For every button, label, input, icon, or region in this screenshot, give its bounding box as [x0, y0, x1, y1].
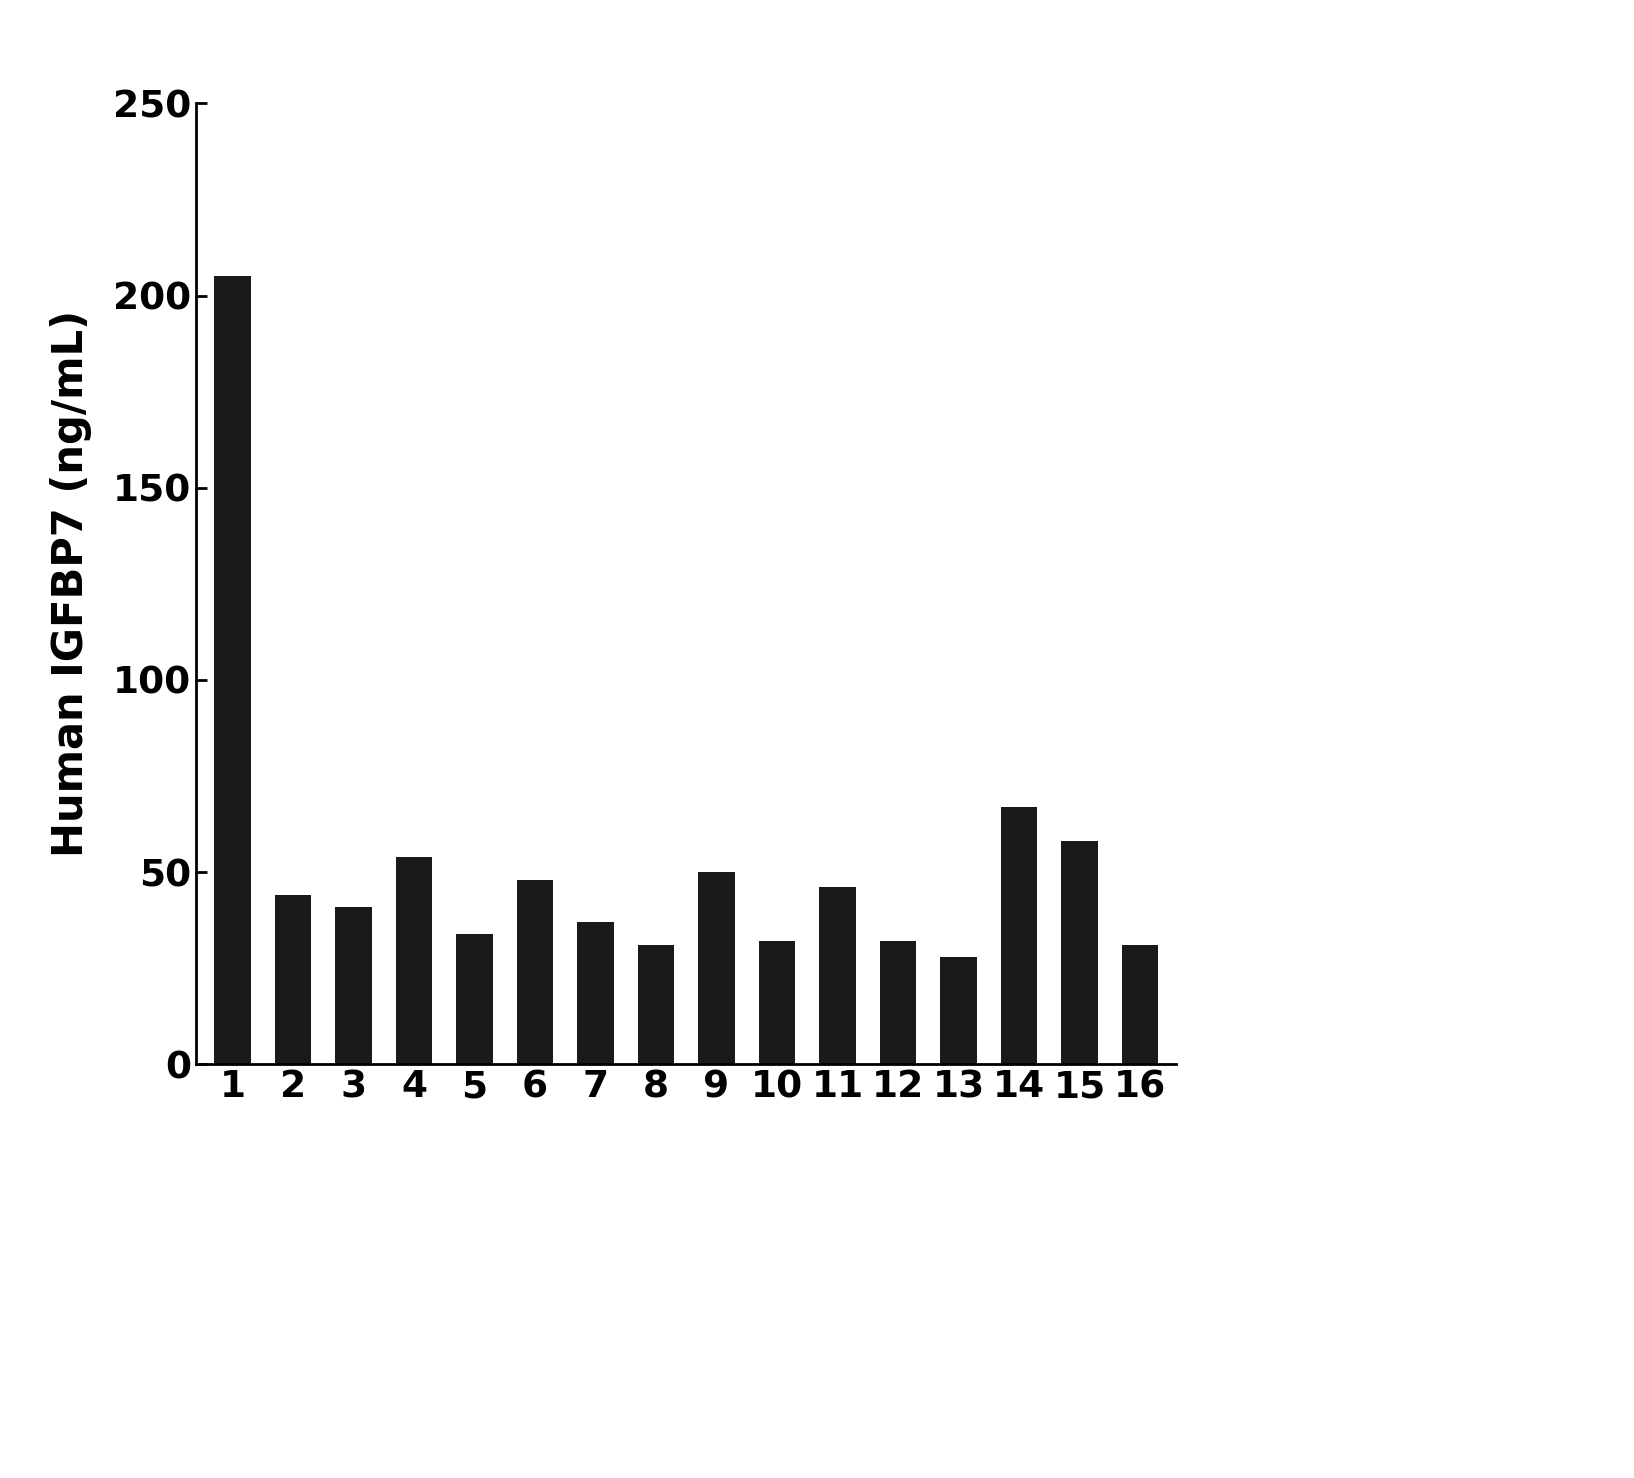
Bar: [698, 872, 735, 1064]
Bar: [637, 944, 675, 1064]
Bar: [1002, 807, 1038, 1064]
Bar: [516, 879, 554, 1064]
Bar: [456, 934, 492, 1064]
Y-axis label: Human IGFBP7 (ng/mL): Human IGFBP7 (ng/mL): [51, 310, 92, 857]
Bar: [881, 941, 917, 1064]
Bar: [395, 857, 431, 1064]
Bar: [214, 276, 250, 1064]
Bar: [819, 887, 856, 1064]
Bar: [1062, 841, 1098, 1064]
Bar: [941, 956, 977, 1064]
Bar: [335, 906, 371, 1064]
Bar: [577, 922, 614, 1064]
Bar: [275, 896, 310, 1064]
Bar: [758, 941, 796, 1064]
Bar: [1123, 944, 1159, 1064]
